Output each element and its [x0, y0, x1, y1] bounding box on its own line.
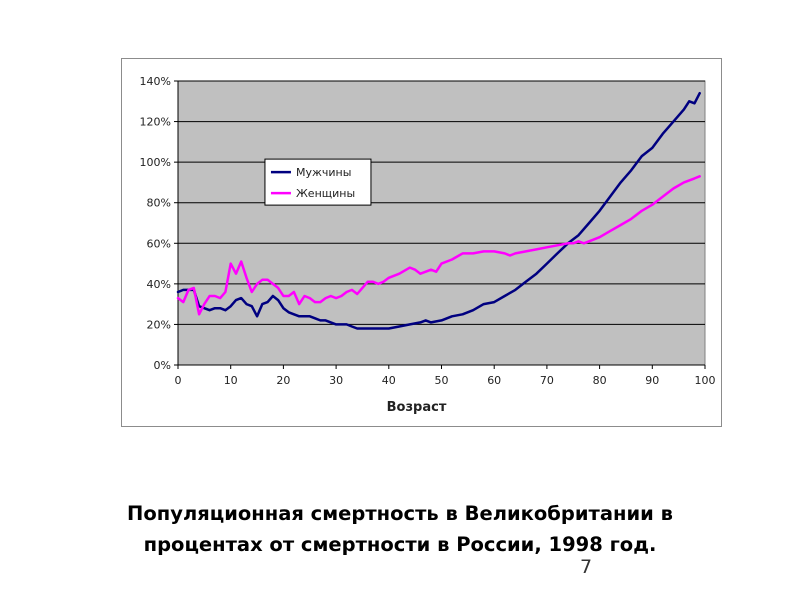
- x-tick-label: 80: [593, 374, 607, 387]
- slide-number: 7: [580, 556, 593, 578]
- y-tick-label: 140%: [140, 75, 171, 88]
- legend-box: [264, 158, 372, 206]
- x-tick-label: 90: [645, 374, 659, 387]
- y-tick-label: 80%: [147, 197, 171, 210]
- caption-line-2: процентах от смертности в России, 1998 г…: [143, 533, 657, 556]
- series-line-2: [176, 175, 701, 316]
- x-tick-label: 50: [435, 374, 449, 387]
- x-tick-label: 70: [540, 374, 554, 387]
- x-tick-label: 0: [175, 374, 182, 387]
- y-tick-label: 100%: [140, 156, 171, 169]
- y-tick-label: 60%: [147, 237, 171, 250]
- x-tick-label: 30: [329, 374, 343, 387]
- x-tick-label: 60: [487, 374, 501, 387]
- y-tick-label: 120%: [140, 116, 171, 129]
- y-tick-label: 40%: [147, 278, 171, 291]
- chart-frame: 0% 20% 40% 60% 80% 100% 120% 140% 0 10 20 30 40 50 60 7…: [121, 58, 722, 427]
- x-tick-label: 10: [224, 374, 238, 387]
- legend-label-1: Мужчины: [296, 166, 351, 179]
- x-axis-title: Возраст: [387, 400, 447, 415]
- line-chart: 0% 20% 40% 60% 80% 100% 120% 140% 0 10 20 30 40 50 60 7…: [140, 75, 716, 415]
- y-tick-label: 0%: [154, 359, 171, 372]
- slide-caption: Популяционная смертность в Великобритани…: [0, 498, 800, 560]
- legend-label-2: Женщины: [296, 187, 355, 200]
- plot-area: [177, 80, 706, 366]
- y-tick-label: 20%: [147, 318, 171, 331]
- x-tick-label: 100: [695, 374, 716, 387]
- caption-line-1: Популяционная смертность в Великобритани…: [127, 502, 673, 525]
- x-tick-label: 20: [276, 374, 290, 387]
- x-tick-label: 40: [382, 374, 396, 387]
- series-line-1: [176, 91, 701, 330]
